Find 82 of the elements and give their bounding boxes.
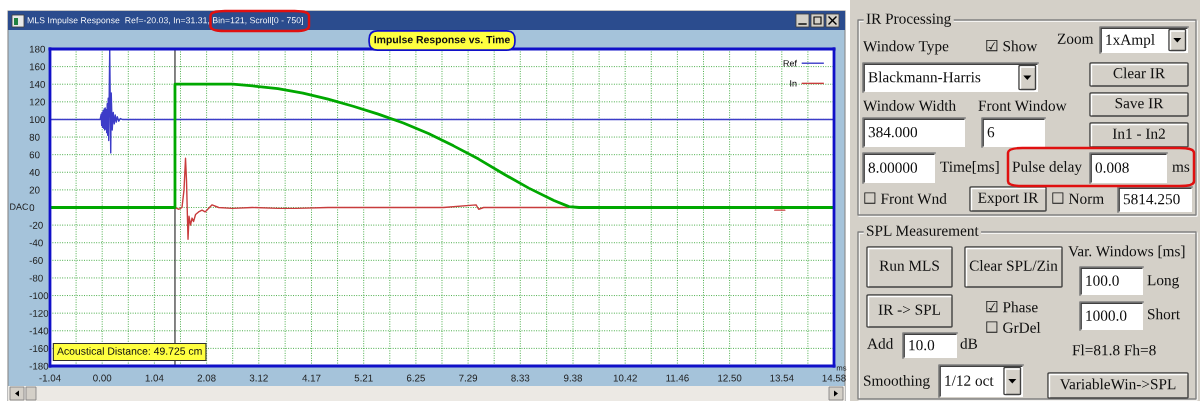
y-tick-label: 80	[29, 133, 40, 141]
y-tick-label: 100	[29, 116, 46, 124]
text: Var. Windows [ms]	[1068, 245, 1185, 259]
x-tick-label: 12.50	[718, 374, 742, 382]
text: ☑ Phase	[986, 301, 1038, 313]
y-tick-label: -180	[29, 362, 49, 370]
text: 10.0	[909, 340, 935, 351]
text: Save IR	[1115, 98, 1164, 109]
text: ☐ GrDel	[986, 321, 1041, 333]
y-tick-label: -140	[29, 327, 49, 335]
text: Clear SPL/Zin	[969, 260, 1058, 271]
x-tick-label: 6.25	[406, 374, 425, 382]
y-tick-label: -160	[29, 345, 49, 353]
y-tick-label: 40	[29, 169, 40, 176]
text: Export IR	[978, 192, 1039, 206]
text: 5814.250	[1123, 194, 1180, 205]
text: Window Width	[863, 100, 956, 111]
line-series	[50, 82, 834, 209]
y-tick-label: -40	[29, 239, 43, 247]
x-tick-label: 9.38	[564, 374, 583, 382]
text: Fl=81.8 Fh=8	[1072, 344, 1156, 356]
text: ☐ Front Wnd	[864, 192, 947, 204]
text: ms	[1172, 164, 1190, 172]
x-tick-label: 1.04	[145, 374, 164, 382]
y-tick-label: -20	[29, 221, 43, 229]
text: 100.0	[1086, 275, 1119, 286]
y-tick-label: -80	[29, 274, 43, 282]
x-tick-label: 7.29	[459, 374, 478, 382]
text: 6	[987, 127, 995, 138]
text: Run MLS	[879, 260, 939, 271]
text: 8.00000	[868, 162, 918, 173]
y-tick-label: 20	[29, 186, 40, 194]
y-tick-label: 0	[29, 204, 35, 212]
y-tick-label: 140	[29, 80, 46, 88]
text: VariableWin->SPL	[1059, 378, 1176, 390]
chart-title: Impulse Response vs. Time	[374, 35, 510, 46]
y-tick-label: 160	[29, 63, 46, 71]
annotation: Acoustical Distance: 49.725 cm	[57, 347, 202, 355]
text: Smoothing	[864, 375, 930, 389]
text: MLS Impulse Response Ref=-20.03, In=31.31, Bin=121, Scroll[0 - 750]	[27, 16, 303, 26]
y-tick-label: 120	[29, 98, 46, 106]
text: SPL Measurement	[867, 225, 979, 236]
text: 1xAmpl	[1106, 34, 1155, 48]
legend-label: In	[790, 80, 797, 87]
y-tick-label: 60	[29, 151, 40, 159]
x-tick-label: 13.54	[770, 374, 794, 382]
x-tick-label: 0.00	[93, 374, 112, 382]
text: Long	[1147, 275, 1179, 289]
y-axis-title: DAC	[10, 203, 29, 210]
x-tick-label: 8.33	[511, 374, 530, 382]
text: Time[ms]	[940, 161, 999, 174]
y-tick-label: -100	[29, 292, 49, 300]
x-tick-label: 10.42	[613, 374, 637, 382]
text: dB	[960, 338, 978, 349]
text: Clear IR	[1113, 67, 1166, 79]
text: 384.000	[868, 127, 918, 138]
text: IR Processing	[866, 13, 951, 27]
text: In1 - In2	[1112, 128, 1165, 139]
text: 0.008	[1095, 162, 1129, 173]
text: Front Window	[978, 100, 1067, 111]
y-tick-label: -60	[29, 257, 43, 264]
text: Short	[1148, 308, 1181, 320]
y-tick-label: 180	[29, 45, 46, 53]
y-tick-label: -120	[29, 309, 49, 317]
x-tick-label: 11.46	[666, 374, 689, 382]
legend-label: Ref	[783, 59, 797, 67]
text: Pulse delay	[1012, 161, 1082, 175]
text: Blackmann-Harris	[868, 71, 981, 83]
text: 1/12 oct	[945, 375, 994, 386]
text: ☐ Norm	[1052, 192, 1104, 204]
text: Zoom	[1057, 33, 1094, 44]
text: IR -> SPL	[878, 304, 941, 315]
x-tick-label: 4.17	[302, 374, 321, 382]
text: 1000.0	[1086, 310, 1127, 321]
x-tick-label: -1.04	[39, 374, 61, 382]
x-tick-label: 2.08	[197, 374, 216, 382]
x-tick-label: 5.21	[354, 374, 373, 382]
text: ☑ Show	[986, 40, 1038, 52]
x-tick-label: 3.12	[249, 374, 268, 382]
x-tick-label: 14.58	[822, 374, 846, 382]
text: Add	[867, 338, 894, 349]
text: Window Type	[863, 40, 949, 55]
